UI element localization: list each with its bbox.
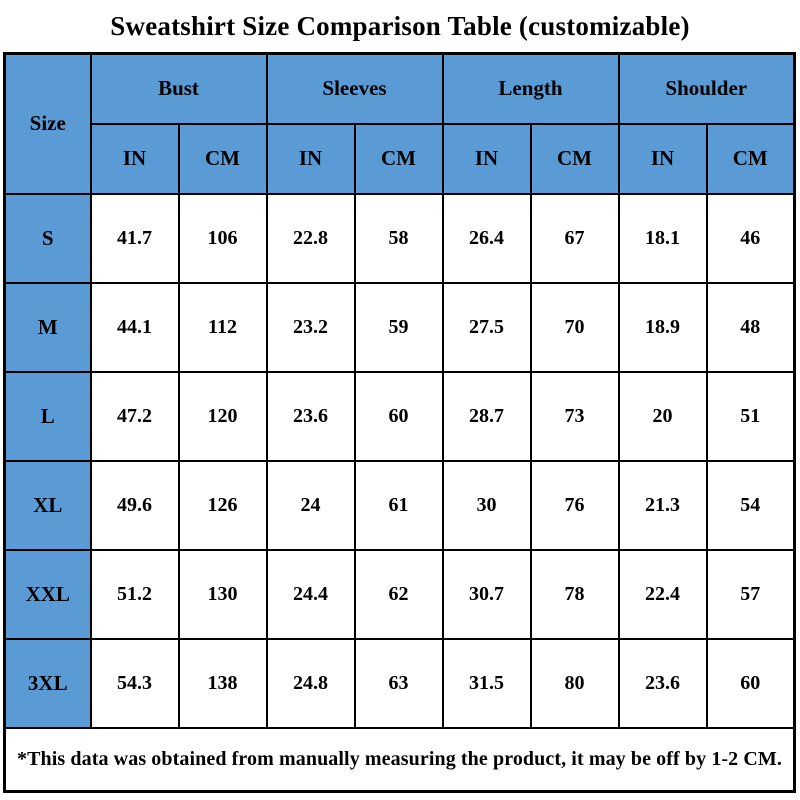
unit-header-sleeves-cm: CM <box>353 122 444 195</box>
table-row-3xl: 3XL 54.3 138 24.8 63 31.5 80 23.6 60 <box>3 637 796 729</box>
measurement-cell: 47.2 <box>89 370 180 462</box>
unit-header-shoulder-in: IN <box>617 122 708 195</box>
measurement-cell: 106 <box>177 192 268 284</box>
measurement-cell: 31.5 <box>441 637 532 729</box>
measurement-cell: 80 <box>529 637 620 729</box>
measurement-cell: 30 <box>441 459 532 551</box>
measurement-cell: 54 <box>705 459 796 551</box>
unit-header-length-in: IN <box>441 122 532 195</box>
measurement-cell: 67 <box>529 192 620 284</box>
measurement-cell: 23.2 <box>265 281 356 373</box>
measurement-cell: 27.5 <box>441 281 532 373</box>
header-group-row: Size Bust Sleeves Length Shoulder <box>3 52 796 195</box>
table-row-xxl: XXL 51.2 130 24.4 62 30.7 78 22.4 57 <box>3 548 796 640</box>
footnote: *This data was obtained from manually me… <box>3 726 796 793</box>
measurement-cell: 23.6 <box>265 370 356 462</box>
table-row-l: L 47.2 120 23.6 60 28.7 73 20 51 <box>3 370 796 462</box>
measurement-cell: 23.6 <box>617 637 708 729</box>
size-row-label: XXL <box>3 548 92 640</box>
header-units-row: IN CM IN CM IN CM IN CM <box>5 122 796 195</box>
measurement-cell: 46 <box>705 192 796 284</box>
table-row-xl: XL 49.6 126 24 61 30 76 21.3 54 <box>3 459 796 551</box>
measurement-cell: 51.2 <box>89 548 180 640</box>
measurement-cell: 18.1 <box>617 192 708 284</box>
measurement-cell: 22.8 <box>265 192 356 284</box>
measurement-cell: 70 <box>529 281 620 373</box>
measurement-cell: 22.4 <box>617 548 708 640</box>
unit-header-shoulder-cm: CM <box>705 122 796 195</box>
group-header-shoulder: Shoulder <box>617 52 796 125</box>
measurement-cell: 21.3 <box>617 459 708 551</box>
measurement-cell: 30.7 <box>441 548 532 640</box>
measurement-cell: 62 <box>353 548 444 640</box>
measurement-cell: 49.6 <box>89 459 180 551</box>
size-comparison-table: Size Bust Sleeves Length Shoulder IN CM … <box>3 52 796 793</box>
measurement-cell: 63 <box>353 637 444 729</box>
measurement-cell: 130 <box>177 548 268 640</box>
size-row-label: M <box>3 281 92 373</box>
footnote-row: *This data was obtained from manually me… <box>3 726 796 793</box>
table-row-m: M 44.1 112 23.2 59 27.5 70 18.9 48 <box>3 281 796 373</box>
measurement-cell: 73 <box>529 370 620 462</box>
unit-header-sleeves-in: IN <box>265 122 356 195</box>
measurement-cell: 18.9 <box>617 281 708 373</box>
group-header-length: Length <box>441 52 620 125</box>
measurement-cell: 138 <box>177 637 268 729</box>
measurement-cell: 41.7 <box>89 192 180 284</box>
measurement-cell: 26.4 <box>441 192 532 284</box>
measurement-cell: 126 <box>177 459 268 551</box>
size-row-label: XL <box>3 459 92 551</box>
group-header-bust: Bust <box>89 52 268 125</box>
size-column-header: Size <box>3 52 92 195</box>
measurement-cell: 24.8 <box>265 637 356 729</box>
measurement-cell: 58 <box>353 192 444 284</box>
measurement-cell: 120 <box>177 370 268 462</box>
measurement-cell: 48 <box>705 281 796 373</box>
measurement-cell: 44.1 <box>89 281 180 373</box>
measurement-cell: 60 <box>353 370 444 462</box>
group-header-sleeves: Sleeves <box>265 52 444 125</box>
unit-header-bust-in: IN <box>89 122 180 195</box>
measurement-cell: 78 <box>529 548 620 640</box>
measurement-cell: 112 <box>177 281 268 373</box>
measurement-cell: 51 <box>705 370 796 462</box>
measurement-cell: 60 <box>705 637 796 729</box>
measurement-cell: 28.7 <box>441 370 532 462</box>
measurement-cell: 20 <box>617 370 708 462</box>
measurement-cell: 24.4 <box>265 548 356 640</box>
measurement-cell: 61 <box>353 459 444 551</box>
unit-header-bust-cm: CM <box>177 122 268 195</box>
size-row-label: 3XL <box>3 637 92 729</box>
measurement-cell: 59 <box>353 281 444 373</box>
unit-header-length-cm: CM <box>529 122 620 195</box>
size-row-label: S <box>3 192 92 284</box>
page-title: Sweatshirt Size Comparison Table (custom… <box>110 11 690 41</box>
measurement-cell: 57 <box>705 548 796 640</box>
size-row-label: L <box>3 370 92 462</box>
measurement-cell: 76 <box>529 459 620 551</box>
table-row-s: S 41.7 106 22.8 58 26.4 67 18.1 46 <box>3 192 796 284</box>
measurement-cell: 54.3 <box>89 637 180 729</box>
measurement-cell: 24 <box>265 459 356 551</box>
